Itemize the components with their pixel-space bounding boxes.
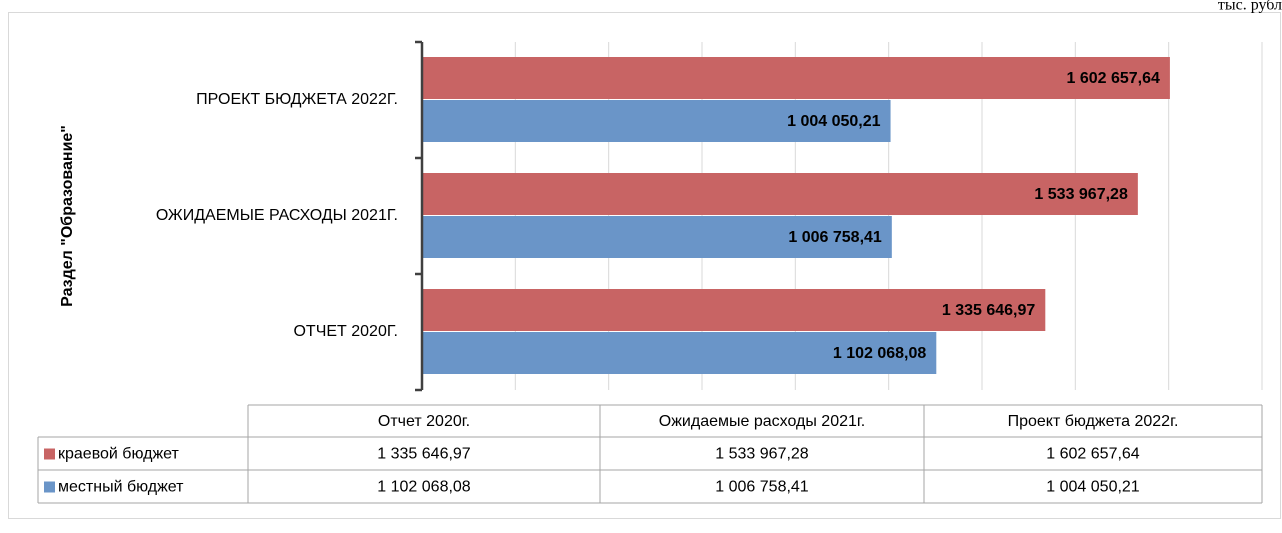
- bar: [422, 173, 1138, 215]
- table-cell: 1 602 657,64: [1046, 446, 1140, 463]
- bar: [422, 57, 1170, 99]
- table-cell: 1 102 068,08: [377, 479, 471, 496]
- category-label: ПРОЕКТ БЮДЖЕТА 2022Г.: [196, 91, 398, 108]
- table-header: Ожидаемые расходы 2021г.: [659, 413, 865, 430]
- category-label: ОТЧЕТ 2020Г.: [293, 323, 398, 340]
- legend-key: [44, 481, 55, 493]
- data-label: 1 004 050,21: [787, 113, 881, 130]
- legend-label: краевой бюджет: [58, 446, 180, 463]
- legend-label: местный бюджет: [58, 479, 184, 496]
- unit-note: тыс. рубл: [1218, 0, 1282, 14]
- data-label: 1 102 068,08: [833, 345, 927, 362]
- data-label: 1 335 646,97: [942, 302, 1036, 319]
- table-cell: 1 533 967,28: [715, 446, 809, 463]
- axis-title: Раздел "Образование": [59, 125, 76, 307]
- bar: [422, 332, 937, 374]
- bar: [422, 100, 891, 142]
- table-cell: 1 004 050,21: [1046, 479, 1140, 496]
- data-label: 1 006 758,41: [788, 229, 882, 246]
- chart-frame: [8, 12, 1281, 519]
- table-header: Проект бюджета 2022г.: [1008, 413, 1179, 430]
- legend-key: [44, 448, 55, 460]
- bar: [422, 216, 892, 258]
- table-cell: 1 335 646,97: [377, 446, 471, 463]
- data-label: 1 533 967,28: [1034, 186, 1128, 203]
- table-cell: 1 006 758,41: [715, 479, 809, 496]
- category-label: ОЖИДАЕМЫЕ РАСХОДЫ 2021Г.: [156, 207, 398, 224]
- table-header: Отчет 2020г.: [378, 413, 470, 430]
- data-label: 1 602 657,64: [1066, 70, 1160, 87]
- bar: [422, 289, 1046, 331]
